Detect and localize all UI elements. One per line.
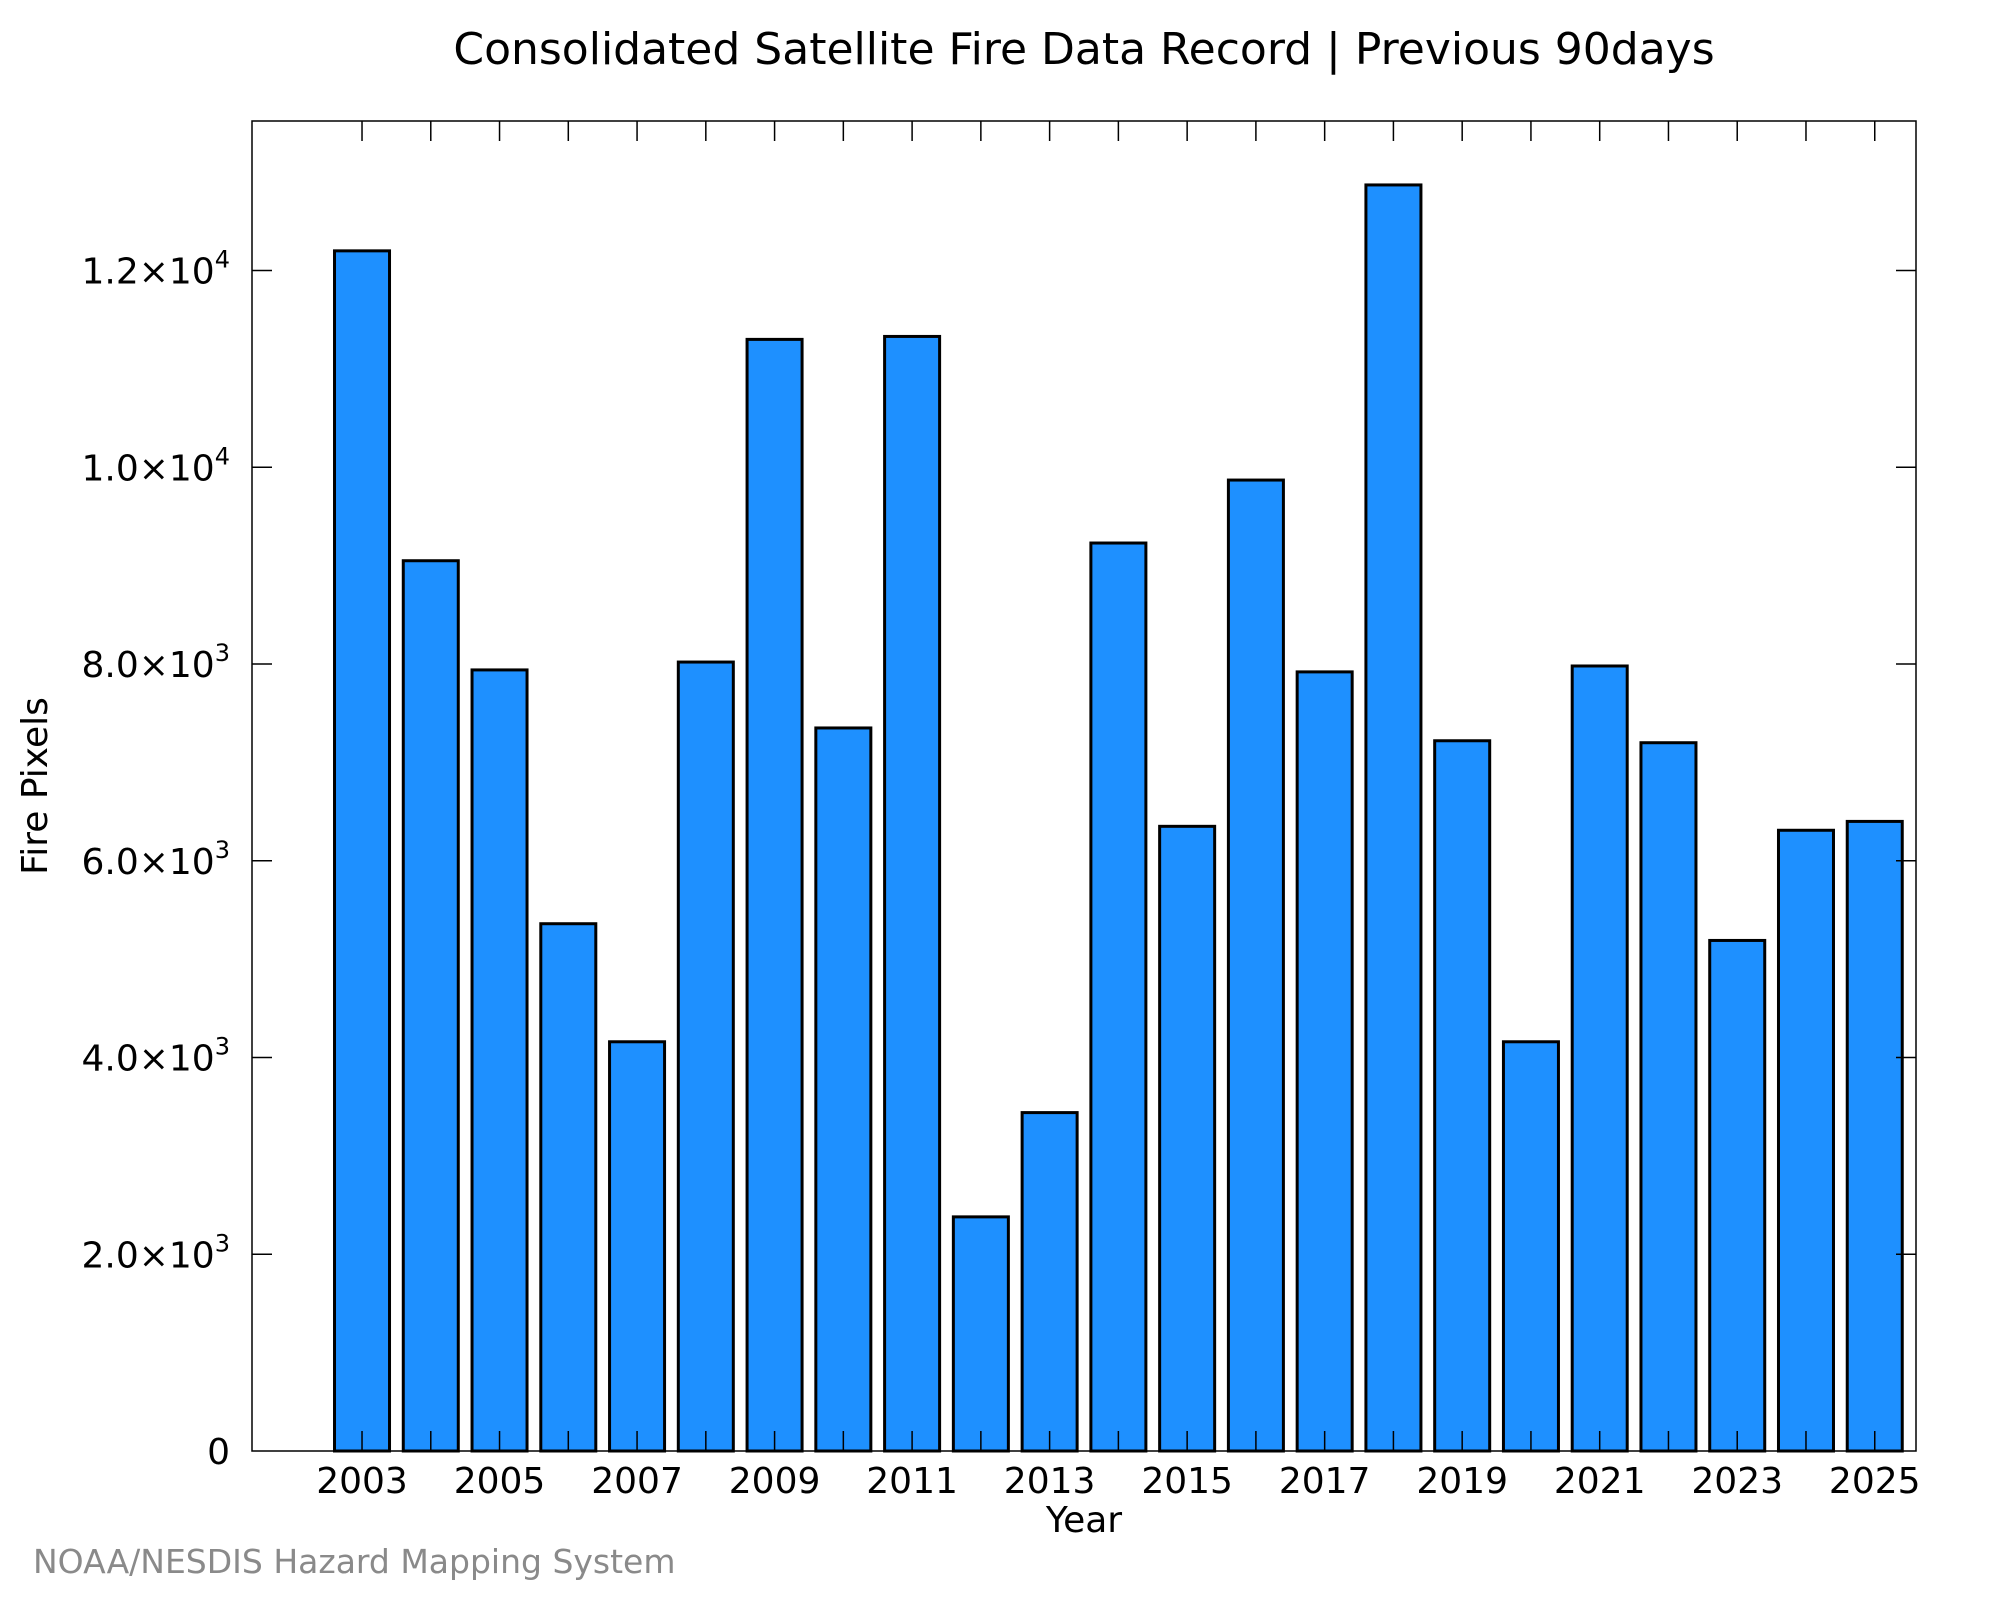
bar-2023 <box>1708 938 1767 1453</box>
bar-2005 <box>470 668 529 1453</box>
bar-2013 <box>1020 1111 1079 1453</box>
x-tick-label: 2007 <box>591 1461 683 1502</box>
y-tick-label: 1.2×104 <box>81 246 230 293</box>
bars-group <box>333 183 1904 1453</box>
x-tick-label: 2015 <box>1141 1461 1233 1502</box>
bar-2015 <box>1158 824 1217 1453</box>
bar-2006 <box>539 922 598 1453</box>
x-axis-label: Year <box>1045 1500 1122 1541</box>
y-tick-label: 8.0×103 <box>81 639 230 686</box>
bar-2014 <box>1089 541 1148 1453</box>
x-tick-label: 2011 <box>866 1461 958 1502</box>
y-tick-label: 4.0×103 <box>81 1033 230 1080</box>
y-tick-label: 6.0×103 <box>81 836 230 883</box>
x-axis-ticks: 2003 2005 2007 2009 2011 2013 2015 2017 2019 2021… <box>316 121 1921 1502</box>
x-tick-label: 2005 <box>454 1461 546 1502</box>
plot-area-frame <box>251 120 1917 1452</box>
source-credit: NOAA/NESDIS Hazard Mapping System <box>33 1542 676 1581</box>
bar-2010 <box>814 726 873 1453</box>
bar-2017 <box>1295 670 1354 1453</box>
bar-2022 <box>1639 741 1698 1453</box>
bar-2025 <box>1845 819 1904 1453</box>
bar-2020 <box>1501 1040 1560 1453</box>
bar-2021 <box>1570 664 1629 1453</box>
bar-2011 <box>883 334 942 1453</box>
bar-2018 <box>1364 183 1423 1453</box>
bar-2009 <box>745 337 804 1453</box>
bar-2007 <box>608 1040 667 1453</box>
bar-2004 <box>401 559 460 1453</box>
bar-2024 <box>1776 828 1835 1453</box>
x-tick-label: 2003 <box>316 1461 408 1502</box>
x-tick-label: 2021 <box>1554 1461 1646 1502</box>
y-axis-ticks: 0 2.0×103 4.0×103 6.0×103 8.0×103 1.0×104 1.2×… <box>81 246 1916 1473</box>
x-tick-label: 2025 <box>1829 1461 1921 1502</box>
x-tick-label: 2023 <box>1691 1461 1783 1502</box>
x-tick-label: 2019 <box>1416 1461 1508 1502</box>
y-axis-label: Fire Pixels <box>15 697 56 875</box>
y-tick-label: 2.0×103 <box>81 1229 230 1276</box>
bar-2003 <box>333 249 392 1453</box>
bar-2008 <box>676 660 735 1453</box>
x-tick-label: 2017 <box>1279 1461 1371 1502</box>
bar-2019 <box>1433 739 1492 1453</box>
y-tick-label: 0 <box>207 1432 230 1473</box>
y-tick-label: 1.0×104 <box>81 442 230 489</box>
bar-2016 <box>1226 478 1285 1453</box>
x-tick-label: 2009 <box>729 1461 821 1502</box>
bar-2012 <box>951 1215 1010 1453</box>
chart-title: Consolidated Satellite Fire Data Record … <box>453 24 1714 75</box>
x-tick-label: 2013 <box>1004 1461 1096 1502</box>
